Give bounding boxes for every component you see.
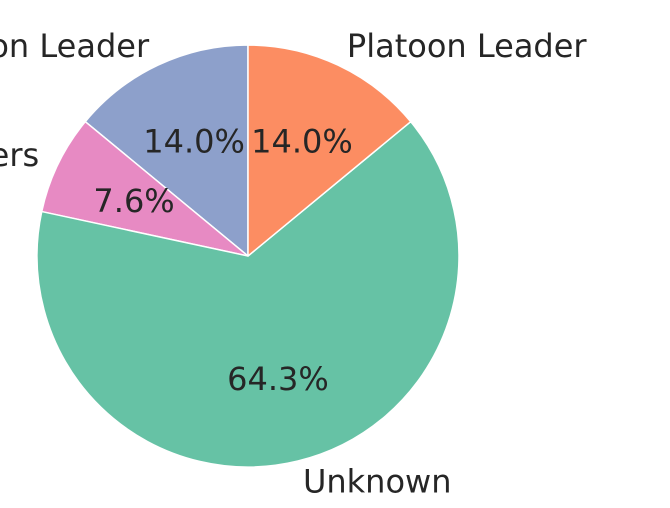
pie-category-label-platoon-leader: Platoon Leader	[347, 27, 588, 65]
pie-percent-label-deputy-platoon-leader: 14.0%	[143, 122, 245, 160]
pie-outer-labels: Deputy Platoon Leader Others Unknown Platoo…	[0, 27, 587, 500]
pie-slice-platoon-leader	[247, 44, 412, 257]
pie-slices	[36, 44, 460, 468]
pie-percent-label-unknown: 64.3%	[227, 360, 329, 398]
pie-slice-deputy-platoon-leader	[84, 44, 249, 257]
pie-category-label-unknown: Unknown	[303, 463, 452, 501]
pie-category-label-deputy-platoon-leader: Deputy Platoon Leader	[0, 27, 150, 65]
pie-slice-unknown	[36, 120, 460, 468]
pie-percent-label-platoon-leader: 14.0%	[251, 122, 353, 160]
pie-percent-label-others: 7.6%	[93, 182, 174, 220]
pie-percent-labels: 14.0% 7.6% 64.3% 14.0%	[93, 122, 352, 398]
pie-category-label-others: Others	[0, 136, 39, 174]
